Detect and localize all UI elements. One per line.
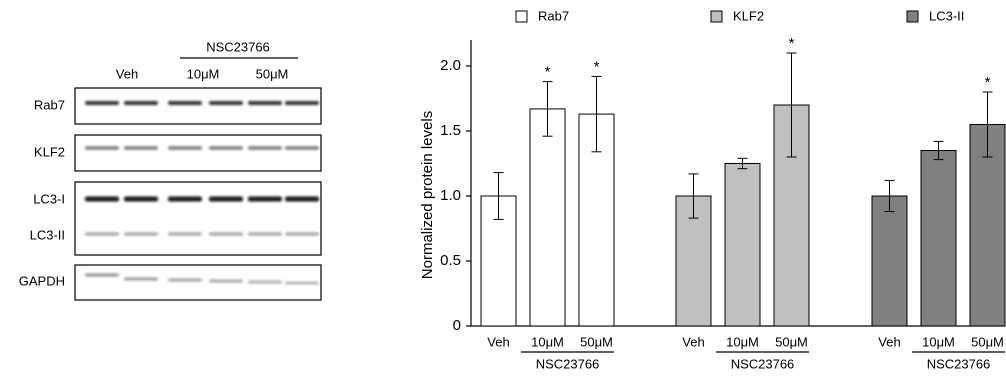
band [248, 233, 282, 236]
band [168, 279, 202, 282]
legend-label: Rab7 [538, 8, 569, 23]
x-tick-label: 50μM [775, 334, 808, 349]
x-tick-label: 50μM [971, 334, 1004, 349]
row-label: Rab7 [34, 97, 65, 112]
column-label: Veh [116, 66, 138, 81]
group-label: NSC23766 [731, 356, 795, 371]
x-tick-label: 10μM [531, 334, 564, 349]
band [124, 101, 158, 105]
x-tick-label: 10μM [922, 334, 955, 349]
x-tick-label: Veh [487, 334, 509, 349]
column-label: 10μM [187, 66, 220, 81]
row-label: LC3-II [30, 227, 65, 242]
column-label: 50μM [256, 66, 289, 81]
band [85, 197, 119, 202]
blot-panel [75, 182, 321, 255]
y-tick-label: 1.5 [440, 122, 461, 139]
band [209, 146, 243, 150]
significance-star: * [985, 74, 991, 91]
band [248, 281, 282, 284]
band [124, 233, 158, 236]
western-blot: Veh NSC23766 10μM 50μM Rab7 KLF2 LC3-I L… [19, 39, 321, 300]
row-label: LC3-I [33, 191, 65, 206]
bar [530, 109, 565, 326]
band [285, 197, 319, 202]
band [85, 233, 119, 236]
y-tick-label: 1.0 [440, 187, 461, 204]
x-tick-label: 50μM [580, 334, 613, 349]
band [248, 146, 282, 150]
band [85, 274, 119, 277]
figure: Veh NSC23766 10μM 50μM Rab7 KLF2 LC3-I L… [0, 0, 1006, 376]
y-axis-label: Normalized protein levels [419, 111, 436, 279]
band [285, 282, 319, 285]
y-tick-label: 0.5 [440, 252, 461, 269]
bar [725, 164, 760, 327]
band [248, 101, 282, 105]
group-label: NSC23766 [927, 356, 991, 371]
group-label: NSC23766 [536, 356, 600, 371]
band [168, 101, 202, 105]
band [168, 197, 202, 202]
row-label: KLF2 [34, 144, 65, 159]
row-label: GAPDH [19, 273, 65, 288]
y-tick-label: 2.0 [440, 57, 461, 74]
band [209, 233, 243, 236]
band [285, 101, 319, 105]
legend-swatch [516, 11, 527, 22]
legend-swatch [711, 11, 722, 22]
band [85, 101, 119, 105]
significance-star: * [789, 35, 795, 52]
band [248, 197, 282, 202]
y-tick-label: 0 [453, 317, 461, 334]
legend-label: LC3-II [929, 8, 964, 23]
band [124, 146, 158, 150]
band [285, 233, 319, 236]
legend-swatch [907, 11, 918, 22]
column-label: NSC23766 [206, 39, 270, 54]
blot-panel [75, 265, 321, 300]
x-tick-label: Veh [878, 334, 900, 349]
band [285, 146, 319, 150]
band [209, 101, 243, 105]
bar [872, 196, 907, 326]
band [168, 146, 202, 150]
band [124, 197, 158, 202]
band [209, 197, 243, 202]
band [168, 233, 202, 236]
significance-star: * [545, 64, 551, 81]
band [85, 146, 119, 150]
blot-panel [75, 88, 321, 124]
band [209, 280, 243, 283]
x-tick-label: Veh [682, 334, 704, 349]
x-tick-label: 10μM [726, 334, 759, 349]
legend-label: KLF2 [733, 8, 764, 23]
blot-panel [75, 135, 321, 171]
significance-star: * [594, 58, 600, 75]
bar [921, 151, 956, 327]
band [124, 278, 158, 281]
